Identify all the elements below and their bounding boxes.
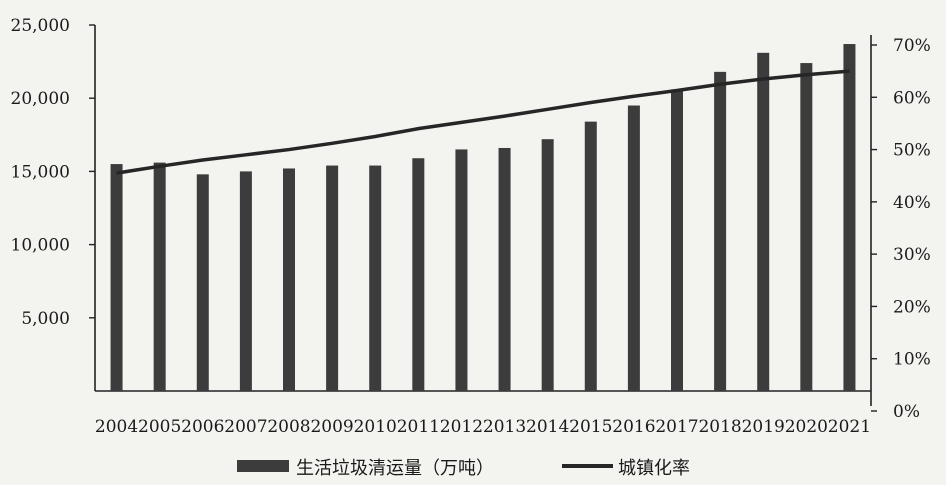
x-tick-label: 2017 (655, 417, 698, 437)
x-tick-label: 2020 (785, 417, 828, 437)
x-tick-label: 2018 (698, 417, 741, 437)
bar (671, 89, 683, 391)
bar (584, 121, 597, 392)
right-tick-label: 40% (893, 193, 931, 213)
bar (498, 147, 511, 391)
left-y-axis: 5,000 10,000 15,000 20,000 25,000 (11, 16, 96, 391)
left-tick-label: 25,000 (11, 16, 70, 36)
x-tick-label: 2004 (95, 417, 138, 437)
right-tick-label: 60% (893, 88, 931, 108)
bar (541, 139, 554, 391)
bar (714, 71, 727, 392)
right-tick-label: 10% (893, 350, 931, 370)
right-tick-label: 50% (893, 141, 931, 161)
x-tick-label: 2006 (181, 417, 224, 437)
left-tick-label: 15,000 (11, 162, 70, 182)
x-tick-label: 2016 (612, 417, 655, 437)
bar (800, 63, 813, 392)
x-tick-label: 2011 (397, 417, 440, 437)
x-tick-label: 2019 (742, 417, 785, 437)
right-tick-label: 70% (893, 36, 931, 56)
x-tick-label: 2014 (526, 417, 569, 437)
right-tick-label: 30% (893, 245, 931, 265)
legend-label-bar: 生活垃圾清运量（万吨） (296, 458, 494, 479)
bar (412, 158, 425, 391)
legend-swatch-bar (237, 460, 289, 472)
bar (153, 162, 166, 391)
x-tick-label: 2008 (267, 417, 310, 437)
right-tick-label: 20% (893, 297, 931, 317)
x-axis: 2004 2005 2006 2007 2008 2009 2010 2011 2012 2013… (95, 390, 871, 437)
x-tick-label: 2009 (310, 417, 353, 437)
x-tick-label: 2005 (138, 417, 181, 437)
right-y-axis: 0% 10% 20% 30% 40% 50% 60% 70% (870, 35, 931, 422)
line-series (116, 69, 850, 175)
bar (239, 171, 252, 391)
bar (843, 44, 856, 391)
legend: 生活垃圾清运量（万吨） 城镇化率 (237, 458, 690, 479)
x-tick-label: 2012 (440, 417, 483, 437)
x-tick-label: 2007 (224, 417, 267, 437)
bar (196, 174, 209, 391)
x-tick-label: 2013 (483, 417, 526, 437)
bar (627, 105, 640, 392)
bar (326, 165, 339, 391)
right-tick-label: 0% (893, 402, 920, 422)
bar (369, 165, 382, 391)
bar (110, 164, 123, 391)
bar (283, 168, 295, 391)
x-tick-label: 2010 (354, 417, 397, 437)
urbanization-line (116, 69, 850, 175)
bar (757, 52, 770, 391)
bar-series (110, 44, 856, 392)
x-tick-label: 2021 (828, 417, 871, 437)
bar (455, 149, 468, 391)
left-tick-label: 20,000 (11, 89, 70, 109)
left-tick-label: 10,000 (11, 236, 70, 256)
left-tick-label: 5,000 (21, 309, 70, 329)
legend-label-line: 城镇化率 (618, 458, 690, 479)
x-tick-label: 2015 (569, 417, 612, 437)
